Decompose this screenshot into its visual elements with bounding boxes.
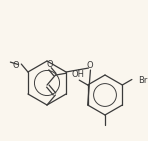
- Text: Br: Br: [138, 76, 147, 85]
- Text: O: O: [86, 60, 93, 70]
- Text: O: O: [46, 60, 53, 69]
- Text: O: O: [13, 61, 19, 70]
- Text: OH: OH: [71, 70, 84, 79]
